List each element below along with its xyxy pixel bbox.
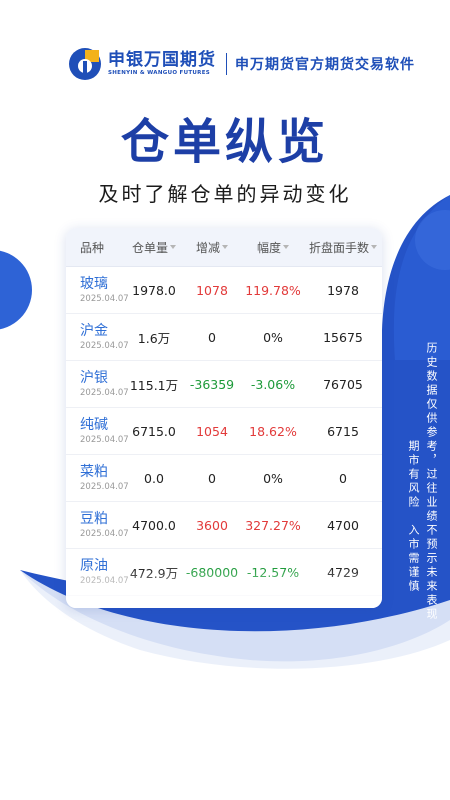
hero-title: 仓单纵览 (120, 114, 329, 170)
variety-name[interactable]: 沪金 (80, 323, 108, 339)
change-cell: 1078 (196, 282, 228, 298)
sort-icon (283, 245, 289, 249)
brand-slogan: 申万期货官方期货交易软件 (235, 57, 415, 73)
lots-cell: 1978 (327, 282, 359, 298)
brand-name-cn: 申银万国期货 (108, 50, 216, 70)
lots-cell: 4700 (327, 517, 359, 533)
hero-subtitle: 及时了解仓单的异动变化 (98, 182, 352, 206)
pct-cell: -3.06% (250, 376, 296, 392)
volume-cell: 4700.0 (132, 517, 176, 533)
volume-cell: 1978.0 (132, 282, 176, 298)
pct-cell: 119.78% (245, 282, 301, 298)
table-row[interactable]: 沪金 2025.04.07 1.6万 0 0% 15675 (66, 314, 382, 361)
brand-logo-icon (68, 47, 102, 81)
pct-cell: 327.27% (245, 517, 301, 533)
header-variety: 品种 (66, 239, 126, 256)
variety-name[interactable]: 纯碱 (80, 417, 108, 433)
variety-date: 2025.04.07 (80, 529, 129, 539)
disclaimer-history: 历史数据仅供参考，过往业绩不预示未来表现 (425, 342, 438, 622)
volume-cell: 1.6万 (137, 330, 171, 346)
variety-cell: 纯碱 2025.04.07 (66, 416, 129, 446)
variety-name[interactable]: 玻璃 (80, 276, 108, 292)
header-label: 幅度 (256, 240, 281, 255)
variety-cell: 菜粕 2025.04.07 (66, 463, 129, 493)
variety-box: 沪银 2025.04.07 (80, 369, 129, 399)
table-row[interactable]: 沪银 2025.04.07 115.1万 -36359 -3.06% 76705 (66, 361, 382, 408)
lots-cell: 76705 (323, 376, 363, 392)
brand-header: 申银万国期货 SHENYIN & WANGUO FUTURES 申万期货官方期货… (68, 44, 415, 84)
pct-cell: 18.62% (249, 423, 297, 439)
volume-cell: 115.1万 (129, 377, 179, 393)
pct-cell: 0% (263, 470, 283, 486)
variety-date: 2025.04.07 (80, 482, 129, 492)
change-cell: -36359 (189, 376, 235, 392)
variety-date: 2025.04.07 (80, 294, 129, 304)
header-pct[interactable]: 幅度 (242, 239, 304, 256)
lots-cell: 0 (339, 470, 347, 486)
variety-name[interactable]: 沪银 (80, 370, 108, 386)
variety-date: 2025.04.07 (80, 341, 129, 351)
variety-box: 沪金 2025.04.07 (80, 322, 129, 352)
variety-name[interactable]: 豆粕 (80, 511, 108, 527)
brand-name-en: SHENYIN & WANGUO FUTURES (108, 70, 211, 76)
change-cell: 0 (208, 329, 216, 345)
disclaimer-risk: 期市有风险 入市需谨慎 (407, 440, 420, 594)
table-body: 玻璃 2025.04.07 1978.0 1078 119.78% 1978 沪金 2025.… (66, 267, 382, 608)
header-volume[interactable]: 仓单量 (126, 239, 182, 256)
brand-divider (226, 53, 227, 75)
brand-name: 申银万国期货 SHENYIN & WANGUO FUTURES (108, 51, 216, 77)
variety-date: 2025.04.07 (80, 388, 129, 398)
table-fade (66, 568, 382, 608)
header-label: 品种 (80, 240, 105, 255)
variety-cell: 沪金 2025.04.07 (66, 322, 129, 352)
volume-cell: 0.0 (144, 470, 164, 486)
warehouse-receipt-table: 品种 仓单量 增减 幅度 折盘面手数 玻璃 2025.04.07 1978.0 107… (66, 228, 382, 608)
variety-cell: 沪银 2025.04.07 (66, 369, 129, 399)
pct-cell: 0% (263, 329, 283, 345)
variety-box: 玻璃 2025.04.07 (80, 275, 129, 305)
table-row[interactable]: 豆粕 2025.04.07 4700.0 3600 327.27% 4700 (66, 502, 382, 549)
change-cell: 3600 (196, 517, 228, 533)
table-row[interactable]: 菜粕 2025.04.07 0.0 0 0% 0 (66, 455, 382, 502)
sort-icon (222, 245, 228, 249)
variety-cell: 玻璃 2025.04.07 (66, 275, 129, 305)
header-label: 仓单量 (131, 240, 168, 255)
variety-box: 豆粕 2025.04.07 (80, 510, 129, 540)
sort-icon (170, 245, 176, 249)
lots-cell: 15675 (323, 329, 363, 345)
header-label: 折盘面手数 (308, 240, 369, 255)
header-lots[interactable]: 折盘面手数 (304, 239, 382, 256)
variety-date: 2025.04.07 (80, 435, 129, 445)
table-row[interactable]: 纯碱 2025.04.07 6715.0 1054 18.62% 6715 (66, 408, 382, 455)
variety-box: 纯碱 2025.04.07 (80, 416, 129, 446)
variety-name[interactable]: 菜粕 (80, 464, 108, 480)
header-label: 增减 (195, 240, 220, 255)
header-change[interactable]: 增减 (182, 239, 242, 256)
change-cell: 0 (208, 470, 216, 486)
table-row[interactable]: 玻璃 2025.04.07 1978.0 1078 119.78% 1978 (66, 267, 382, 314)
variety-cell: 豆粕 2025.04.07 (66, 510, 129, 540)
sort-icon (371, 245, 377, 249)
change-cell: 1054 (196, 423, 228, 439)
table-header: 品种 仓单量 增减 幅度 折盘面手数 (66, 228, 382, 267)
variety-box: 菜粕 2025.04.07 (80, 463, 129, 493)
lots-cell: 6715 (327, 423, 359, 439)
volume-cell: 6715.0 (132, 423, 176, 439)
